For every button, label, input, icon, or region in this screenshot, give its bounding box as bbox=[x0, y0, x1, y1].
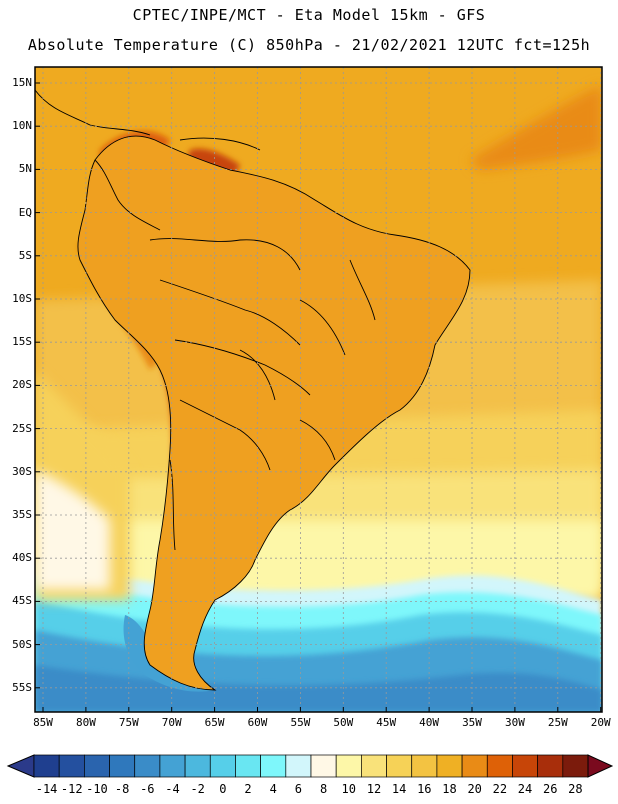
colorbar-label: 28 bbox=[568, 782, 583, 796]
lon-tick-label: 65W bbox=[204, 716, 225, 729]
lat-tick-label: 5S bbox=[18, 248, 32, 262]
colorbar-label: 24 bbox=[517, 782, 533, 796]
colorbar-label: -14 bbox=[35, 782, 58, 796]
lon-tick-label: 80W bbox=[75, 716, 96, 729]
colorbar-label: 16 bbox=[417, 782, 432, 796]
lon-tick-label: 70W bbox=[161, 716, 182, 729]
colorbar-swatch bbox=[512, 754, 538, 778]
lat-tick-label: 50S bbox=[12, 637, 32, 651]
colorbar-swatch bbox=[537, 754, 564, 778]
colorbar-label: -12 bbox=[60, 782, 83, 796]
chart-title-line1: CPTEC/INPE/MCT - Eta Model 15km - GFS bbox=[132, 6, 486, 24]
colorbar-label: 22 bbox=[492, 782, 508, 796]
lat-tick-label: 15S bbox=[12, 335, 32, 349]
colorbar-swatch bbox=[109, 754, 136, 778]
lat-tick-label: 25S bbox=[12, 421, 32, 435]
lat-tick-label: 30S bbox=[12, 464, 32, 478]
lon-tick-label: 35W bbox=[462, 716, 482, 729]
lon-tick-label: 75W bbox=[118, 716, 139, 729]
colorbar-label: 0 bbox=[219, 782, 227, 796]
colorbar-swatch bbox=[486, 754, 513, 778]
colorbar-label: 8 bbox=[319, 782, 328, 796]
lon-tick-label: 60W bbox=[247, 716, 268, 729]
lat-tick-label: 10N bbox=[12, 119, 32, 133]
colorbar-label: 6 bbox=[294, 782, 303, 796]
colorbar-swatch bbox=[386, 754, 413, 778]
chart-title-line2: Absolute Temperature (C) 850hPa - 21/02/… bbox=[27, 36, 591, 54]
colorbar-swatch bbox=[361, 754, 387, 778]
colorbar-swatch bbox=[461, 754, 488, 778]
colorbar-swatch bbox=[335, 754, 362, 778]
colorbar-label: 2 bbox=[244, 782, 252, 796]
colorbar-swatch bbox=[159, 754, 186, 778]
colorbar bbox=[6, 754, 614, 778]
colorbar-swatch bbox=[235, 754, 261, 778]
lon-tick-label: 85W bbox=[33, 716, 53, 729]
lat-tick-label: 15N bbox=[12, 76, 32, 89]
colorbar-swatch bbox=[436, 754, 463, 778]
colorbar-swatch bbox=[562, 754, 589, 778]
colorbar-label: 20 bbox=[467, 782, 482, 796]
colorbar-label: -10 bbox=[86, 782, 108, 796]
lon-tick-label: 45W bbox=[376, 716, 397, 729]
lat-tick-label: EQ bbox=[18, 205, 32, 219]
colorbar-label: -6 bbox=[140, 782, 155, 796]
lon-tick-label: 20W bbox=[590, 716, 611, 729]
colorbar-swatch bbox=[33, 754, 60, 778]
lon-tick-label: 50W bbox=[333, 716, 354, 729]
map-frame bbox=[34, 66, 603, 713]
colorbar-label: 10 bbox=[341, 782, 356, 796]
colorbar-label: -8 bbox=[114, 782, 130, 796]
colorbar-swatch bbox=[209, 754, 236, 778]
colorbar-swatch bbox=[310, 754, 337, 778]
lat-tick-label: 10S bbox=[12, 292, 32, 305]
coastlines bbox=[35, 89, 471, 691]
colorbar-label: -4 bbox=[165, 782, 180, 796]
colorbar-under-arrow bbox=[6, 754, 35, 778]
colorbar-swatch bbox=[184, 754, 211, 778]
colorbar-label: 4 bbox=[269, 782, 277, 796]
lon-tick-label: 25W bbox=[547, 716, 568, 729]
colorbar-swatch bbox=[285, 754, 312, 778]
lat-tick-label: 55S bbox=[12, 680, 32, 694]
lat-tick-label: 35S bbox=[12, 508, 32, 521]
colorbar-swatch bbox=[84, 754, 110, 778]
lon-tick-label: 40W bbox=[419, 716, 440, 729]
colorbar-label: 14 bbox=[391, 782, 407, 796]
lat-tick-label: 20S bbox=[12, 378, 32, 392]
colorbar-swatch bbox=[411, 754, 438, 778]
colorbar-over-arrow bbox=[587, 754, 614, 778]
colorbar-swatch bbox=[134, 754, 161, 778]
colorbar-label: 12 bbox=[366, 782, 382, 796]
colorbar-swatch bbox=[58, 754, 85, 778]
lat-tick-label: 40S bbox=[12, 551, 32, 565]
lat-tick-label: 45S bbox=[12, 594, 32, 608]
lon-tick-label: 30W bbox=[504, 716, 525, 729]
colorbar-label: -2 bbox=[190, 782, 205, 796]
colorbar-label: 18 bbox=[442, 782, 457, 796]
colorbar-label: 26 bbox=[542, 782, 558, 796]
lon-tick-label: 55W bbox=[290, 716, 311, 729]
colorbar-swatch bbox=[260, 754, 287, 778]
lat-tick-label: 5N bbox=[18, 162, 32, 176]
